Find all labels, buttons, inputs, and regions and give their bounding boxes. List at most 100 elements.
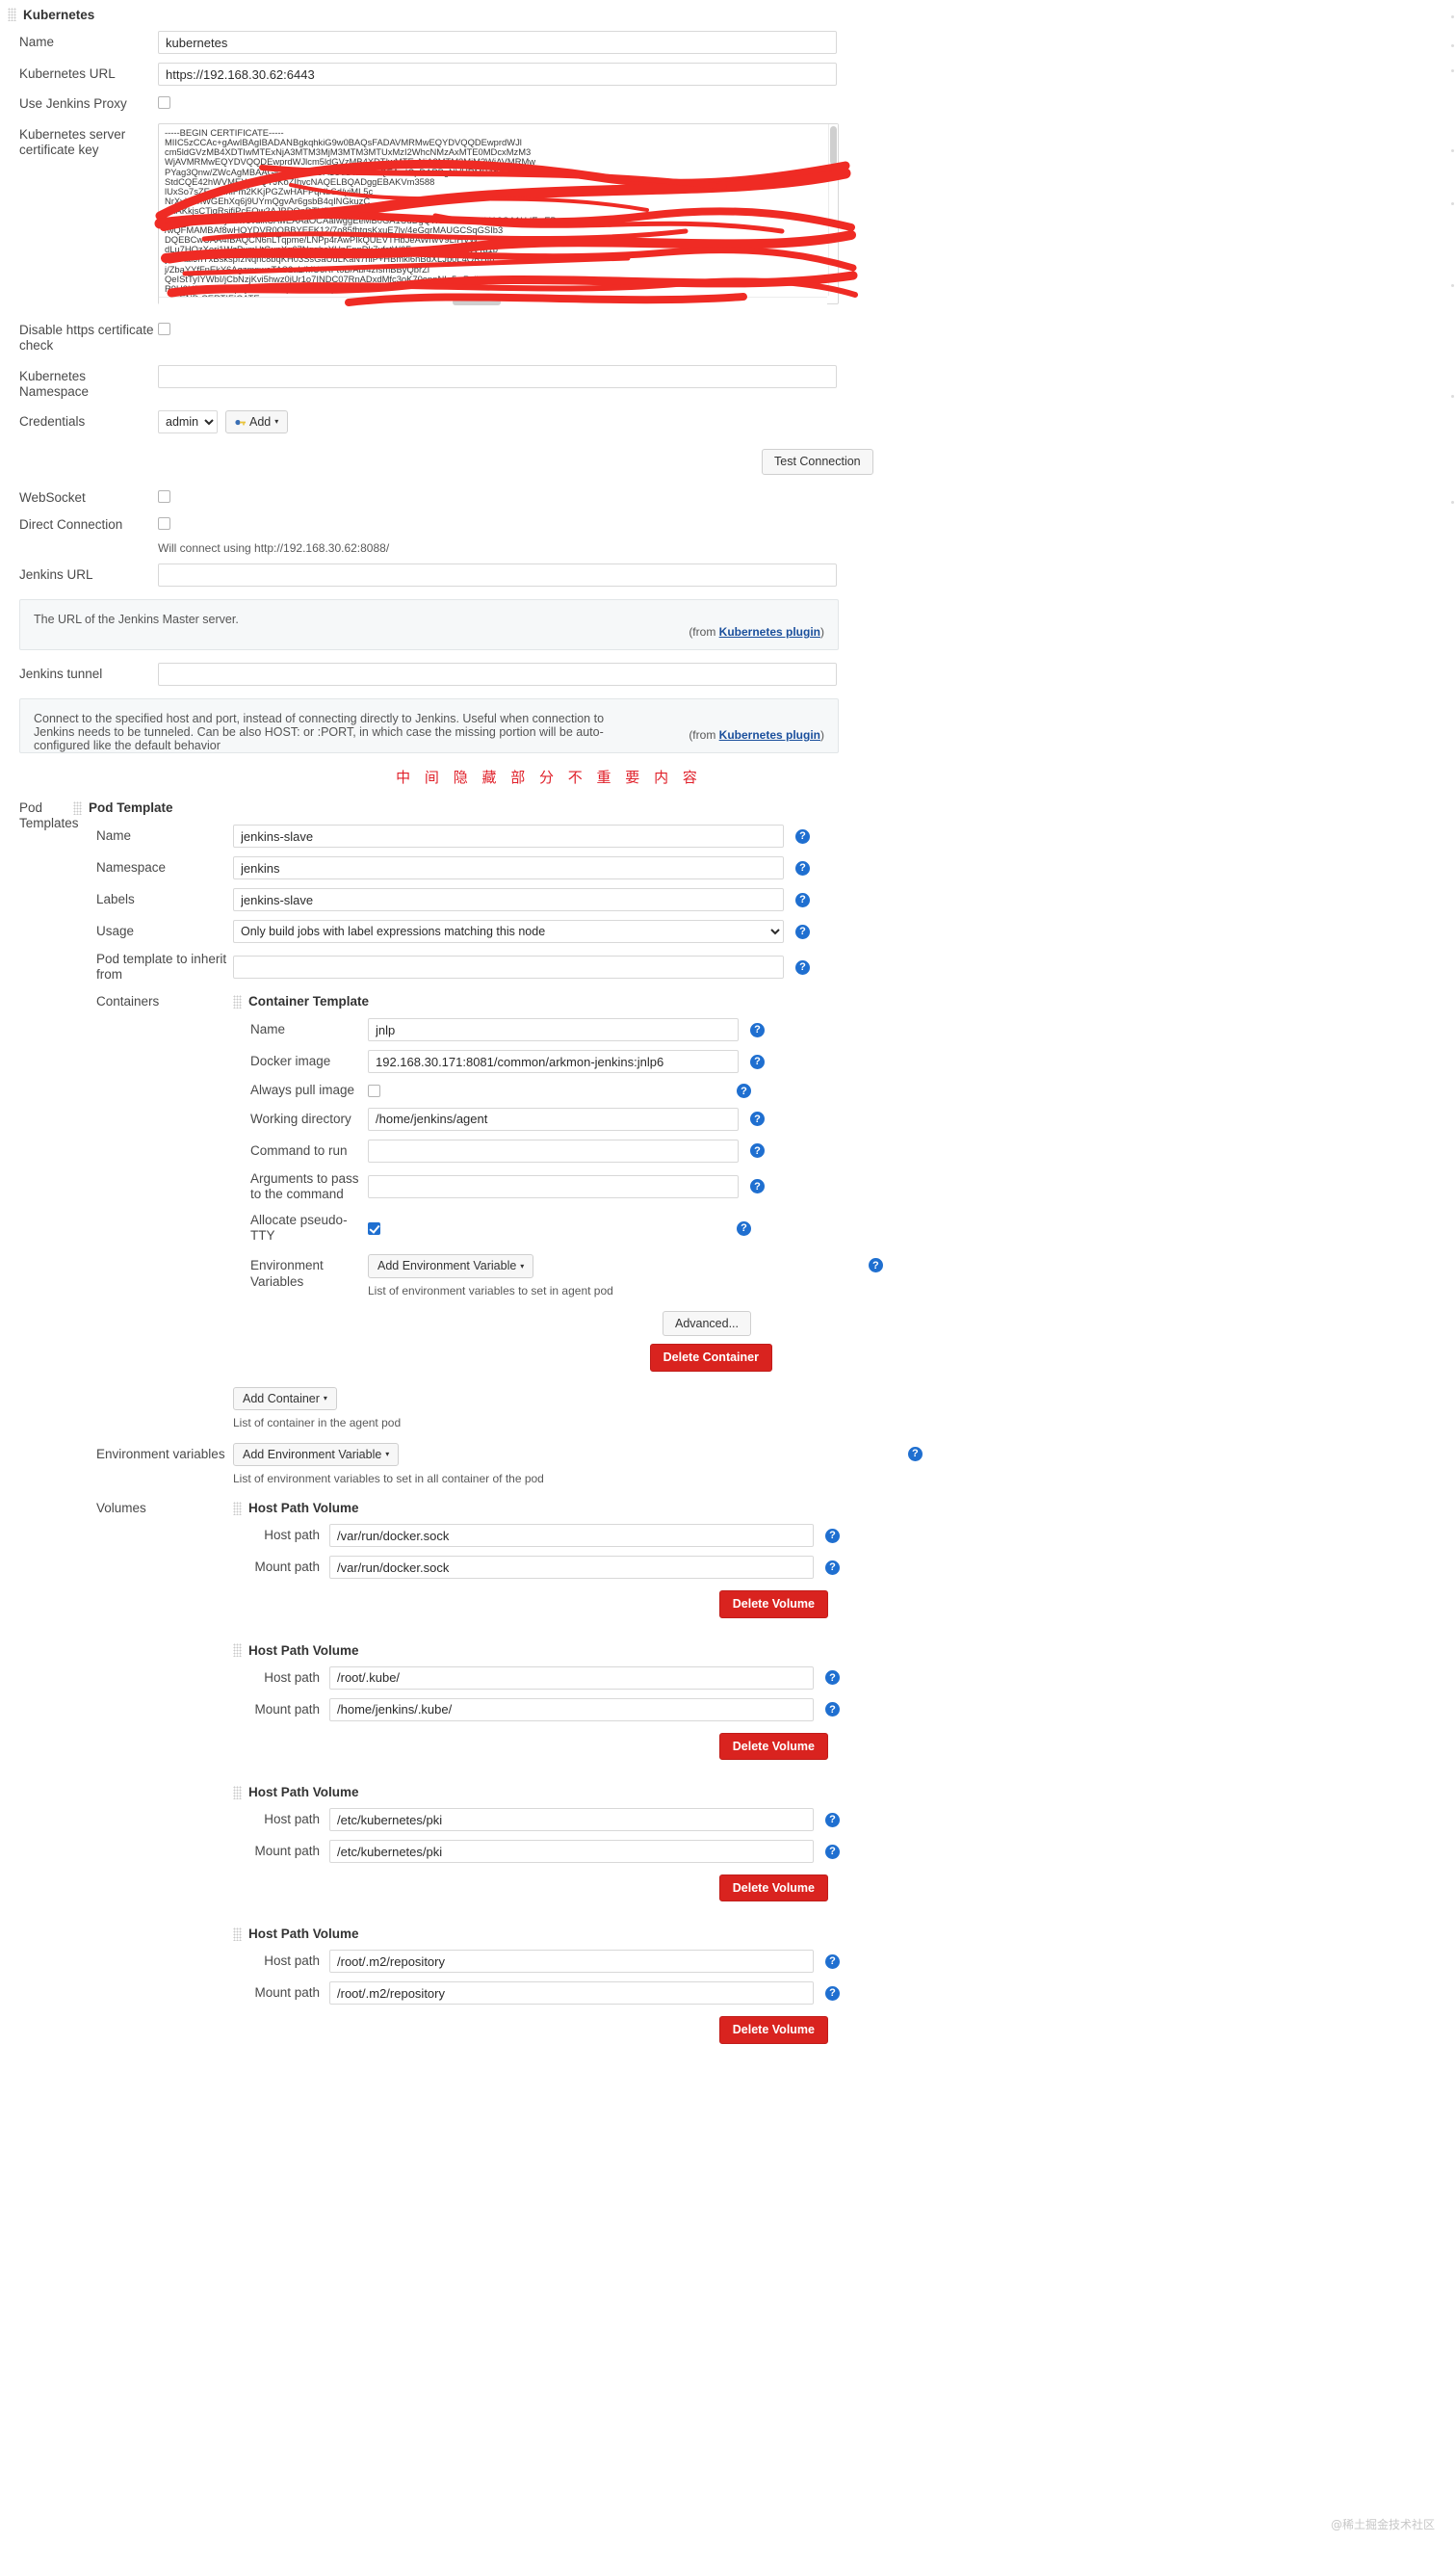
- volume-host-path-input[interactable]: [329, 1665, 814, 1690]
- docker-image-input[interactable]: [368, 1050, 739, 1074]
- pod-inherit-input[interactable]: [233, 956, 784, 980]
- help-icon-volume-mount-path[interactable]: ?: [825, 1702, 840, 1717]
- delete-container-button[interactable]: Delete Container: [649, 1344, 772, 1372]
- volume-host-path-input[interactable]: [329, 1950, 814, 1974]
- namespace-input[interactable]: [158, 364, 837, 388]
- container-name-label: Name: [250, 1022, 286, 1037]
- field-row-websocket: WebSocket: [0, 489, 1456, 506]
- add-credentials-button[interactable]: Add ▾: [225, 409, 289, 434]
- field-row-direct-connection: Direct Connection: [0, 516, 1456, 533]
- container-advanced-button[interactable]: Advanced...: [662, 1310, 751, 1337]
- pod-name-input[interactable]: [233, 825, 784, 849]
- help-icon-volume-host-path[interactable]: ?: [825, 1528, 840, 1543]
- help-icon-volume-host-path[interactable]: ?: [825, 1670, 840, 1686]
- pod-template-title: Pod Template: [89, 800, 173, 816]
- will-connect-note: Will connect using http://192.168.30.62:…: [158, 541, 390, 556]
- drag-handle-icon-pod[interactable]: [73, 800, 82, 815]
- container-name-input[interactable]: [368, 1018, 739, 1042]
- delete-volume-button[interactable]: Delete Volume: [718, 1732, 828, 1760]
- help-icon-volume-mount-path[interactable]: ?: [825, 1844, 840, 1859]
- help-icon-container-env-vars[interactable]: ?: [868, 1258, 883, 1273]
- help-icon-pod-env[interactable]: ?: [907, 1446, 923, 1461]
- k8s-url-input[interactable]: [158, 63, 837, 86]
- help-icon-pod-inherit[interactable]: ?: [795, 959, 810, 975]
- help-icon-volume-mount-path[interactable]: ?: [825, 1560, 840, 1575]
- websocket-label: WebSocket: [19, 489, 86, 505]
- volume-host-path-input[interactable]: [329, 1524, 814, 1548]
- help-icon-command[interactable]: ?: [750, 1143, 765, 1159]
- kubernetes-plugin-link[interactable]: Kubernetes plugin: [718, 625, 820, 640]
- credentials-select[interactable]: admin.conf: [158, 410, 218, 434]
- help-icon-always-pull[interactable]: ?: [737, 1084, 751, 1099]
- test-connection-button[interactable]: Test Connection: [762, 449, 873, 475]
- help-icon-container-name[interactable]: ?: [750, 1022, 765, 1037]
- disable-https-check-checkbox[interactable]: [158, 323, 170, 336]
- add-container-block: Add Container ▾ List of container in the…: [233, 1386, 883, 1429]
- help-icon-pod-name[interactable]: ?: [795, 828, 810, 844]
- help-icon-volume-host-path[interactable]: ?: [825, 1812, 840, 1827]
- server-certificate-textarea[interactable]: -----BEGIN CERTIFICATE----- MIIC5zCCAc+g…: [158, 123, 839, 305]
- add-container-button[interactable]: Add Container ▾: [233, 1386, 337, 1410]
- container-add-env-var-label: Add Environment Variable: [377, 1259, 517, 1273]
- use-jenkins-proxy-checkbox[interactable]: [158, 96, 170, 109]
- jenkins-url-notebox: The URL of the Jenkins Master server. (f…: [19, 599, 839, 651]
- volume-mount-path-input[interactable]: [329, 1556, 814, 1580]
- delete-volume-button[interactable]: Delete Volume: [718, 1590, 828, 1618]
- drag-handle-icon-volume[interactable]: [233, 1501, 242, 1515]
- always-pull-checkbox[interactable]: [368, 1085, 380, 1098]
- volume-host-path-row: Host path?: [233, 1524, 840, 1548]
- pod-labels-input[interactable]: [233, 888, 784, 912]
- help-icon-pod-namespace[interactable]: ?: [795, 860, 810, 876]
- jenkins-tunnel-input[interactable]: [158, 663, 837, 687]
- drag-handle-icon[interactable]: [8, 8, 16, 21]
- args-input[interactable]: [368, 1174, 739, 1198]
- help-icon-pod-labels[interactable]: ?: [795, 892, 810, 907]
- help-icon-args[interactable]: ?: [750, 1179, 765, 1194]
- pod-field-row-name: Name ?: [73, 825, 923, 849]
- pod-usage-select[interactable]: Only build jobs with label expressions m…: [233, 920, 784, 944]
- volume-mount-path-row: Mount path?: [233, 1840, 840, 1863]
- pseudo-tty-checkbox[interactable]: [368, 1221, 380, 1235]
- drag-handle-icon-container[interactable]: [233, 994, 242, 1009]
- volume-host-path-label: Host path: [264, 1669, 320, 1685]
- direct-connection-label: Direct Connection: [19, 516, 123, 532]
- volume-host-path-input[interactable]: [329, 1808, 814, 1831]
- working-dir-input[interactable]: [368, 1107, 739, 1131]
- drag-handle-icon-volume[interactable]: [233, 1927, 242, 1941]
- help-icon-pod-usage[interactable]: ?: [795, 924, 810, 939]
- container-env-vars-label: Environment Variables: [250, 1258, 324, 1289]
- command-input[interactable]: [368, 1139, 739, 1163]
- key-icon: [235, 419, 246, 426]
- volume-header: Host Path Volume: [233, 1643, 840, 1658]
- volume-title: Host Path Volume: [248, 1785, 359, 1799]
- name-input[interactable]: [158, 31, 837, 54]
- volume-mount-path-input[interactable]: [329, 1840, 814, 1863]
- pod-labels-label: Labels: [96, 891, 135, 906]
- help-icon-volume-host-path[interactable]: ?: [825, 1953, 840, 1969]
- certificate-horizontal-scrollbar[interactable]: [159, 297, 827, 307]
- container-add-env-var-button[interactable]: Add Environment Variable ▾: [368, 1254, 534, 1278]
- help-icon-volume-mount-path[interactable]: ?: [825, 1985, 840, 2001]
- certificate-vertical-scrollbar[interactable]: [828, 124, 838, 297]
- pod-namespace-input[interactable]: [233, 856, 784, 880]
- disable-https-check-label: Disable https certificate check: [19, 323, 154, 354]
- container-template-header: Container Template: [233, 994, 883, 1009]
- jenkins-url-input[interactable]: [158, 564, 837, 588]
- watermark: @稀土掘金技术社区: [1330, 2518, 1435, 2531]
- websocket-checkbox[interactable]: [158, 489, 170, 503]
- delete-volume-button[interactable]: Delete Volume: [718, 1874, 828, 1902]
- volume-mount-path-row: Mount path?: [233, 1697, 840, 1721]
- help-icon-docker-image[interactable]: ?: [750, 1054, 765, 1069]
- volume-mount-path-input[interactable]: [329, 1981, 814, 2005]
- kubernetes-plugin-link-2[interactable]: Kubernetes plugin: [718, 728, 820, 743]
- drag-handle-icon-volume[interactable]: [233, 1785, 242, 1799]
- direct-connection-checkbox[interactable]: [158, 516, 170, 530]
- pod-add-env-var-button[interactable]: Add Environment Variable ▾: [233, 1442, 400, 1467]
- help-icon-pseudo-tty[interactable]: ?: [737, 1220, 751, 1236]
- drag-handle-icon-volume[interactable]: [233, 1643, 242, 1658]
- volume-mount-path-input[interactable]: [329, 1697, 814, 1721]
- field-row-jenkins-tunnel: Jenkins tunnel: [0, 663, 1456, 687]
- delete-volume-button[interactable]: Delete Volume: [718, 2016, 828, 2044]
- help-icon-working-dir[interactable]: ?: [750, 1112, 765, 1127]
